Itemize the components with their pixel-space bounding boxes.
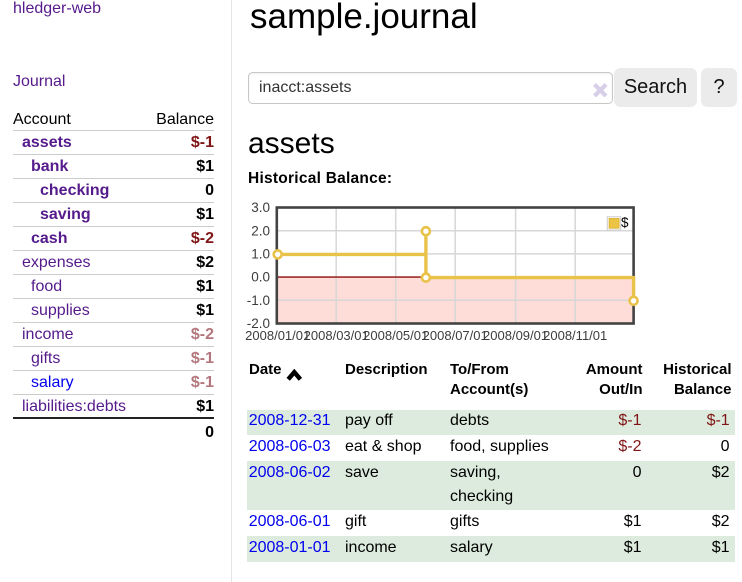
svg-text:$: $	[621, 215, 629, 230]
svg-text:2008/03/01: 2008/03/01	[304, 328, 369, 343]
svg-text:2008/05/01: 2008/05/01	[363, 328, 428, 343]
svg-text:2.0: 2.0	[251, 223, 270, 238]
svg-text:2008/09/01: 2008/09/01	[483, 328, 548, 343]
svg-text:3.0: 3.0	[251, 200, 270, 215]
svg-text:0.0: 0.0	[251, 270, 270, 285]
svg-text:2008/01/01: 2008/01/01	[245, 328, 310, 343]
svg-text:-1.0: -1.0	[247, 293, 270, 308]
svg-text:-2.0: -2.0	[247, 316, 270, 331]
svg-text:2008/07/01: 2008/07/01	[423, 328, 488, 343]
svg-text:2008/11/01: 2008/11/01	[543, 328, 607, 343]
svg-text:1.0: 1.0	[251, 247, 270, 262]
